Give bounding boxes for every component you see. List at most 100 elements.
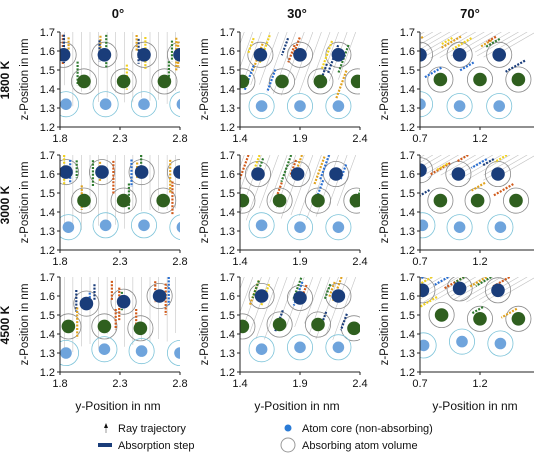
atom-core	[253, 48, 268, 62]
y-tick-label: 1.3	[400, 103, 415, 115]
absorption-step	[454, 277, 465, 284]
atom-core	[294, 221, 306, 233]
atom-core	[420, 48, 427, 62]
ray-trajectory	[500, 277, 534, 298]
y-tick-label: 1.2	[220, 122, 235, 134]
absorbing-atom-volume	[248, 93, 275, 120]
atom-core	[98, 343, 111, 356]
ray-trajectory	[245, 155, 271, 221]
absorbing-atom-volume	[446, 214, 473, 241]
y-tick-label: 1.4	[40, 329, 55, 341]
atom-core	[493, 100, 506, 112]
x-tick-label: 2.3	[112, 256, 127, 268]
atom-core	[254, 289, 269, 303]
atom-core	[347, 321, 360, 336]
atom-core	[293, 291, 307, 305]
absorbing-atom-volume	[446, 93, 473, 120]
ray-trajectory	[269, 155, 288, 203]
absorption-step	[291, 277, 303, 301]
atom-core	[176, 221, 180, 233]
ray-trajectory	[483, 32, 528, 58]
absorbing-atom-volume	[325, 41, 352, 68]
x-tick-label: 1.8	[52, 378, 67, 390]
ray-trajectory	[452, 277, 494, 301]
absorbing-atom-volume	[240, 187, 256, 214]
absorption-step	[295, 155, 304, 171]
absorbing-atom-volume	[304, 311, 331, 338]
atom-core	[350, 74, 360, 89]
atom-core	[152, 289, 167, 303]
y-axis-label: z-Position in nm	[199, 39, 211, 121]
atom-core	[494, 337, 507, 350]
absorbing-atom-volume	[71, 68, 98, 95]
atom-core	[420, 339, 430, 352]
legend-absorbing-volume: Absorbing atom volume	[302, 440, 418, 452]
absorbing-atom-volume	[169, 91, 180, 117]
atom-core	[157, 74, 172, 89]
legend: Ray trajectory Absorption step Atom core…	[98, 423, 433, 453]
legend-absorption-marker	[98, 443, 112, 447]
ray-trajectory	[503, 155, 534, 174]
atom-core	[511, 312, 526, 326]
atom-core	[77, 74, 91, 89]
ray-trajectory	[477, 32, 519, 57]
x-tick-label: 0.7	[412, 256, 427, 268]
atom-core	[332, 100, 345, 112]
absorbing-atom-volume	[248, 212, 275, 239]
y-tick-label: 1.6	[220, 46, 235, 58]
atom-core	[491, 167, 505, 181]
atom-core	[433, 72, 448, 87]
atom-core	[116, 193, 131, 208]
ray-trajectory	[420, 155, 442, 168]
ray-trajectory	[338, 32, 356, 80]
absorbing-atom-volume	[167, 41, 180, 68]
absorption-step	[480, 39, 493, 48]
y-tick-label: 1.5	[40, 310, 55, 322]
atom-core	[420, 219, 429, 232]
absorbing-atom-volume	[505, 66, 532, 93]
atom-core	[60, 347, 72, 359]
absorbing-atom-volume	[484, 277, 511, 304]
y-tick-label: 1.4	[40, 84, 55, 96]
absorbing-atom-volume	[60, 214, 82, 241]
y-tick-label: 1.4	[40, 207, 55, 219]
legend-atom-core: Atom core (non-absorbing)	[302, 423, 433, 435]
ray-trajectory	[299, 155, 322, 216]
x-tick-label: 1.2	[472, 378, 487, 390]
x-tick-label: 0.7	[412, 133, 427, 145]
y-tick-label: 1.5	[40, 188, 55, 200]
absorbing-atom-volume	[420, 332, 437, 359]
atom-core	[311, 193, 325, 208]
ray-trajectory	[464, 32, 502, 54]
x-axis-label-col0: y-Position in nm	[75, 399, 160, 413]
x-tick-label: 2.4	[352, 256, 367, 268]
atom-core	[456, 335, 468, 348]
legend-absorption-step: Absorption step	[118, 440, 194, 452]
atom-core	[473, 312, 487, 326]
absorption-step	[470, 306, 484, 315]
y-tick-label: 1.7	[400, 27, 415, 39]
y-tick-label: 1.3	[220, 226, 235, 238]
absorption-step	[456, 155, 469, 163]
ray-trajectory	[483, 155, 528, 181]
absorbing-atom-volume	[89, 159, 116, 186]
absorbing-atom-volume	[427, 66, 454, 93]
absorbing-atom-volume	[286, 93, 313, 120]
absorption-step	[328, 281, 336, 298]
ray-trajectory	[240, 32, 254, 69]
absorbing-atom-volume	[268, 68, 295, 95]
absorption-step	[492, 183, 514, 197]
absorption-step	[469, 181, 486, 193]
panel-2-1: 1.2 1.3 1.4 1.5 1.6 1.7 1.4 1.9 2.4 z-Position in…	[199, 272, 368, 390]
atom-core	[134, 165, 149, 179]
absorbing-atom-volume	[304, 187, 331, 214]
absorbing-atom-volume	[505, 305, 532, 332]
absorption-step	[420, 277, 433, 286]
atom-core	[434, 308, 449, 322]
x-tick-label: 0.7	[412, 378, 427, 390]
x-tick-label: 1.8	[52, 256, 67, 268]
y-tick-label: 1.5	[400, 188, 415, 200]
y-tick-label: 1.7	[400, 150, 415, 162]
absorbing-atom-volume	[325, 334, 352, 361]
atom-core	[79, 296, 94, 311]
